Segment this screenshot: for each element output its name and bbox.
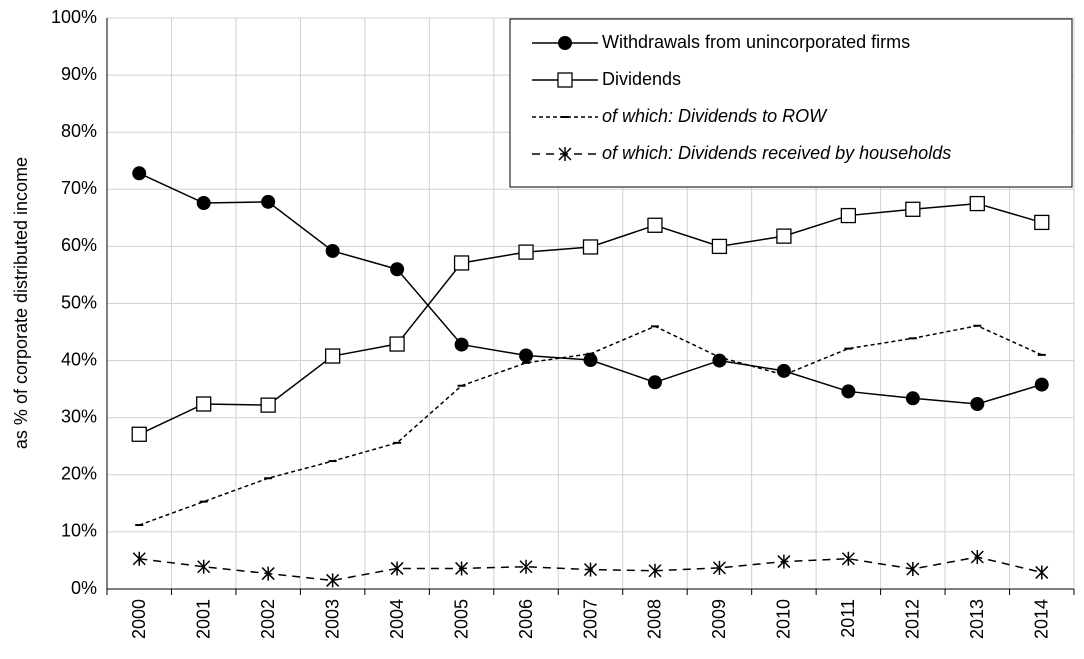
x-tick-label: 2008 (645, 599, 665, 639)
point (454, 337, 469, 352)
point (647, 375, 662, 390)
x-tick-label: 2010 (774, 599, 794, 639)
point (840, 207, 857, 224)
point (390, 561, 404, 576)
point (1035, 565, 1049, 580)
y-tick-label: 80% (61, 121, 97, 141)
legend-label: of which: Dividends to ROW (602, 106, 828, 126)
point (583, 353, 598, 368)
y-tick-label: 10% (61, 521, 97, 541)
point (196, 396, 212, 412)
point (583, 562, 598, 577)
y-tick-label: 90% (61, 64, 97, 84)
point (558, 147, 572, 161)
point (518, 244, 534, 260)
point (905, 201, 921, 217)
point (196, 196, 211, 211)
point (261, 566, 275, 581)
x-tick-label: 2014 (1032, 599, 1052, 639)
point (712, 560, 726, 575)
point (325, 243, 340, 258)
legend-label: Withdrawals from unincorporated firms (602, 32, 910, 52)
point (261, 194, 276, 209)
x-tick-label: 2001 (193, 599, 213, 639)
point (1034, 377, 1049, 392)
point (582, 239, 599, 255)
point (455, 561, 469, 576)
point (557, 72, 573, 88)
point (777, 554, 791, 569)
x-tick-label: 2002 (258, 599, 278, 639)
y-tick-label: 50% (61, 292, 97, 312)
x-tick-label: 2011 (838, 599, 858, 638)
point (260, 397, 276, 413)
point (519, 559, 533, 574)
x-tick-label: 2007 (580, 599, 600, 639)
y-tick-label: 20% (61, 464, 97, 484)
point (648, 563, 662, 578)
point (390, 262, 405, 277)
point (841, 551, 855, 566)
y-tick-label: 100% (51, 7, 97, 27)
point (969, 195, 985, 212)
point (324, 348, 341, 364)
x-tick-label: 2006 (516, 599, 536, 639)
legend-box (509, 18, 1073, 188)
x-tick-label: 2003 (322, 599, 342, 639)
point (711, 238, 728, 255)
y-tick-label: 70% (61, 178, 97, 198)
x-tick-label: 2009 (709, 599, 729, 639)
x-tick-label: 2004 (387, 599, 407, 639)
point (558, 36, 572, 50)
point (906, 562, 920, 577)
legend-label: of which: Dividends received by househol… (602, 143, 951, 163)
y-tick-label: 0% (71, 578, 97, 598)
point (1034, 214, 1050, 231)
point (712, 353, 727, 368)
x-tick-label: 2005 (451, 599, 471, 639)
point (453, 255, 470, 271)
point (647, 217, 663, 233)
point (970, 550, 984, 565)
x-tick-label: 2000 (129, 599, 149, 639)
point (841, 384, 856, 399)
y-tick-label: 30% (61, 406, 97, 426)
point (389, 336, 405, 352)
y-tick-label: 60% (61, 235, 97, 255)
legend-label: Dividends (602, 69, 681, 89)
point (326, 573, 340, 588)
y-tick-label: 40% (61, 349, 97, 369)
point (776, 228, 792, 244)
point (197, 559, 211, 574)
point (970, 396, 985, 411)
x-tick-label: 2012 (903, 599, 923, 639)
point (131, 426, 147, 442)
point (905, 391, 920, 406)
point (132, 551, 146, 566)
x-tick-label: 2013 (967, 599, 987, 639)
y-axis-label: as % of corporate distributed income (11, 157, 31, 449)
point (132, 166, 147, 181)
point (519, 348, 534, 363)
